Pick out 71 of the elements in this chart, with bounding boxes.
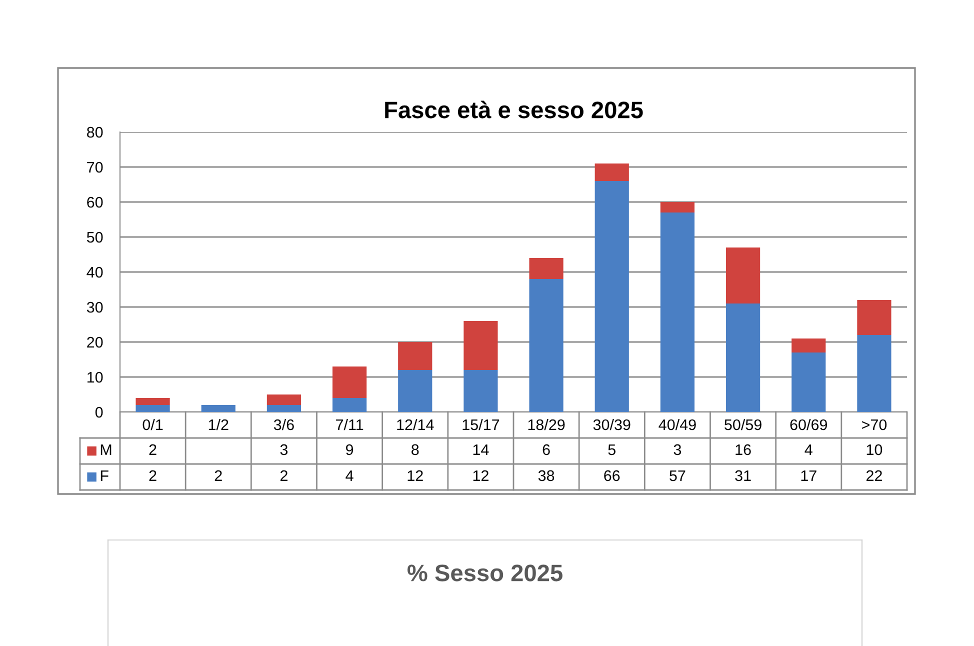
- bar: [857, 335, 892, 412]
- chart-title: Fasce età e sesso 2025: [385, 100, 643, 118]
- data-label: 57: [670, 470, 686, 482]
- data-label: 17: [801, 470, 816, 481]
- bar: [266, 405, 302, 412]
- bar: [792, 352, 826, 412]
- data-label: 12: [473, 470, 488, 481]
- bar: [398, 370, 432, 412]
- bar: [201, 405, 236, 412]
- bar: [792, 338, 826, 352]
- text: % Sesso 2025: [407, 564, 562, 582]
- y-tick-label: 60: [87, 196, 103, 208]
- bar: [332, 398, 367, 412]
- data-label: 4: [804, 444, 812, 455]
- data-label: 2: [214, 470, 222, 481]
- bar: [594, 164, 629, 181]
- x-tick-label: 15/17: [462, 418, 500, 430]
- y-tick-label: 80: [87, 126, 103, 138]
- x-tick-label: 50/59: [724, 418, 762, 430]
- bar: [726, 304, 760, 412]
- data-label: 3: [674, 444, 682, 456]
- bar: [594, 181, 629, 412]
- data-label: 2: [280, 470, 288, 481]
- data-label: 12: [408, 470, 423, 481]
- legend-label: F: [100, 470, 108, 481]
- data-label: 3: [280, 444, 288, 456]
- bar: [529, 279, 564, 412]
- data-label: 5: [608, 444, 616, 456]
- data-label: 38: [538, 470, 554, 482]
- bar: [857, 300, 892, 335]
- data-label: 16: [736, 444, 751, 456]
- bar: [464, 370, 498, 412]
- data-label: 14: [473, 444, 489, 455]
- data-label: 66: [604, 470, 620, 482]
- data-label: 22: [866, 470, 882, 481]
- bar: [660, 212, 695, 412]
- bar: [726, 248, 760, 304]
- bar: [332, 366, 367, 398]
- x-tick-label: 40/49: [658, 418, 696, 430]
- x-tick-label: 12/14: [397, 418, 434, 430]
- x-tick-label: 30/39: [593, 418, 630, 430]
- bar: [266, 394, 302, 405]
- data-label: 2: [149, 470, 156, 481]
- bar: [136, 405, 170, 412]
- data-label: 2: [149, 444, 156, 455]
- x-tick-label: 18/29: [528, 418, 565, 430]
- legend-label: M: [100, 444, 112, 455]
- bar: [529, 258, 564, 279]
- y-tick-label: 0: [95, 406, 103, 418]
- y-tick-label: 70: [87, 162, 103, 173]
- bar: [136, 398, 170, 405]
- y-tick-label: 10: [88, 372, 103, 383]
- y-tick-label: 50: [86, 232, 103, 243]
- x-tick-label: >70: [862, 419, 887, 430]
- x-tick-label: 0/1: [142, 418, 163, 430]
- data-label: 4: [346, 470, 354, 481]
- x-tick-label: 1/2: [208, 418, 228, 430]
- x-tick-label: 7/11: [336, 418, 364, 430]
- bar: [660, 202, 695, 212]
- data-label: 31: [735, 470, 751, 482]
- data-label: 9: [346, 444, 354, 456]
- data-label: 10: [866, 444, 882, 456]
- x-tick-label: 60/69: [790, 418, 828, 430]
- bar: [464, 321, 498, 370]
- y-tick-label: 40: [86, 266, 103, 278]
- data-label: 8: [412, 444, 419, 456]
- y-tick-label: 30: [86, 302, 103, 313]
- x-tick-label: 3/6: [274, 418, 294, 430]
- bar: [398, 342, 432, 370]
- y-tick-label: 20: [87, 336, 103, 348]
- data-label: 6: [542, 444, 550, 456]
